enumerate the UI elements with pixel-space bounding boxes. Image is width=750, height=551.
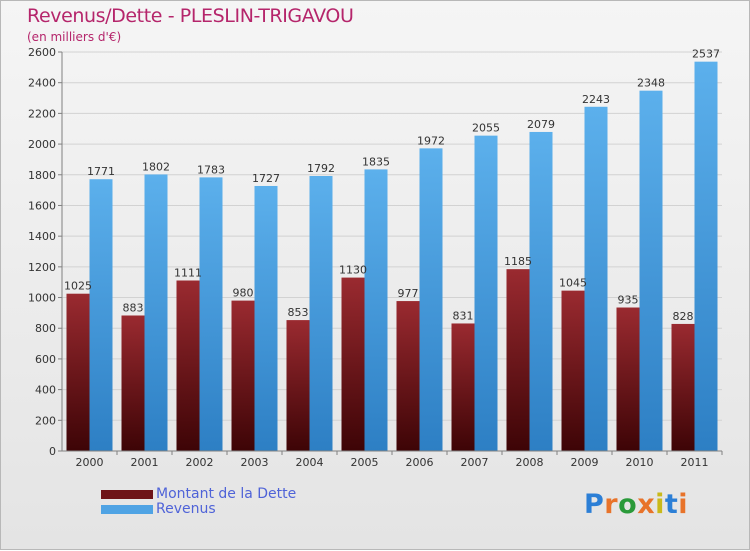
data-label-debt: 1185 [504, 255, 532, 268]
bar-debt [341, 277, 365, 451]
logo-letter: r [604, 489, 619, 520]
data-label-revenue: 2348 [637, 77, 665, 90]
proxiti-logo: Proxiti [584, 489, 688, 520]
x-tick-label: 2009 [571, 456, 599, 469]
data-label-revenue: 1972 [417, 134, 445, 147]
bar-revenue [639, 90, 663, 452]
bar-revenue [364, 169, 388, 451]
logo-letter: i [678, 489, 689, 520]
x-tick-label: 2001 [131, 456, 159, 469]
bar-debt [66, 293, 90, 451]
data-label-revenue: 1727 [252, 172, 280, 185]
bar-revenue [584, 106, 608, 451]
logo-letter: i [655, 489, 665, 520]
data-label-debt: 831 [453, 309, 474, 322]
data-label-revenue: 2079 [527, 118, 555, 131]
data-label-debt: 1025 [64, 280, 92, 293]
y-tick-label: 600 [35, 353, 56, 366]
y-tick-label: 400 [35, 384, 56, 397]
bar-debt [561, 290, 585, 451]
x-tick-label: 2011 [681, 456, 709, 469]
logo-letter: x [637, 489, 656, 520]
y-tick-label: 2200 [28, 107, 56, 120]
data-label-revenue: 2055 [472, 122, 500, 135]
bar-revenue [419, 148, 443, 451]
bar-debt [176, 280, 200, 451]
logo-letter: o [618, 489, 638, 520]
y-tick-label: 1200 [28, 261, 56, 274]
legend-swatch-revenue [101, 504, 153, 514]
x-tick-label: 2008 [516, 456, 544, 469]
legend-label-debt: Montant de la Dette [156, 486, 297, 502]
bar-debt [231, 300, 255, 451]
chart-title: Revenus/Dette - PLESLIN-TRIGAVOU [27, 5, 354, 27]
x-tick-label: 2005 [351, 456, 379, 469]
data-label-debt: 1130 [339, 264, 367, 277]
data-label-revenue: 1835 [362, 155, 390, 168]
x-tick-label: 2010 [626, 456, 654, 469]
bar-debt [396, 301, 420, 451]
y-tick-label: 1000 [28, 292, 56, 305]
y-tick-label: 1600 [28, 199, 56, 212]
data-label-revenue: 2243 [582, 93, 610, 106]
y-tick-label: 1400 [28, 230, 56, 243]
bar-revenue [199, 177, 223, 451]
bar-debt [121, 315, 145, 451]
data-label-debt: 977 [398, 287, 419, 300]
data-label-revenue: 2537 [692, 48, 720, 61]
bar-debt [286, 320, 310, 451]
legend-label-revenue: Revenus [156, 501, 216, 517]
legend-item-revenue: Revenus [101, 501, 216, 517]
y-tick-label: 1800 [28, 169, 56, 182]
bar-revenue [144, 174, 168, 451]
data-label-revenue: 1792 [307, 162, 335, 175]
y-tick-label: 2400 [28, 77, 56, 90]
legend-item-debt: Montant de la Dette [101, 486, 297, 502]
chart-subtitle: (en milliers d'€) [27, 30, 122, 44]
x-tick-label: 2000 [76, 456, 104, 469]
x-tick-label: 2007 [461, 456, 489, 469]
bar-debt [616, 307, 640, 451]
data-label-revenue: 1771 [87, 165, 115, 178]
bar-revenue [529, 131, 553, 451]
bar-debt [451, 323, 475, 451]
x-tick-label: 2004 [296, 456, 324, 469]
x-tick-label: 2002 [186, 456, 214, 469]
data-label-debt: 1045 [559, 277, 587, 290]
y-tick-label: 2000 [28, 138, 56, 151]
x-tick-label: 2006 [406, 456, 434, 469]
logo-letter: t [664, 489, 679, 520]
y-tick-label: 0 [49, 445, 56, 458]
logo-letter: P [584, 489, 605, 520]
data-label-debt: 1111 [174, 267, 202, 280]
bar-revenue [89, 179, 113, 452]
data-label-revenue: 1783 [197, 163, 225, 176]
data-label-revenue: 1802 [142, 160, 170, 173]
data-label-debt: 883 [123, 301, 144, 314]
data-label-debt: 980 [233, 287, 254, 300]
bar-revenue [309, 175, 333, 451]
data-label-debt: 828 [673, 310, 694, 323]
y-tick-label: 800 [35, 322, 56, 335]
y-tick-label: 200 [35, 414, 56, 427]
y-tick-label: 2600 [28, 46, 56, 59]
data-label-debt: 935 [618, 294, 639, 307]
bar-debt [671, 323, 695, 451]
legend-swatch-debt [101, 489, 153, 499]
bar-revenue [254, 185, 278, 451]
x-tick-label: 2003 [241, 456, 269, 469]
bar-revenue [694, 61, 718, 451]
bar-debt [506, 269, 530, 451]
data-label-debt: 853 [288, 306, 309, 319]
bar-revenue [474, 135, 498, 451]
